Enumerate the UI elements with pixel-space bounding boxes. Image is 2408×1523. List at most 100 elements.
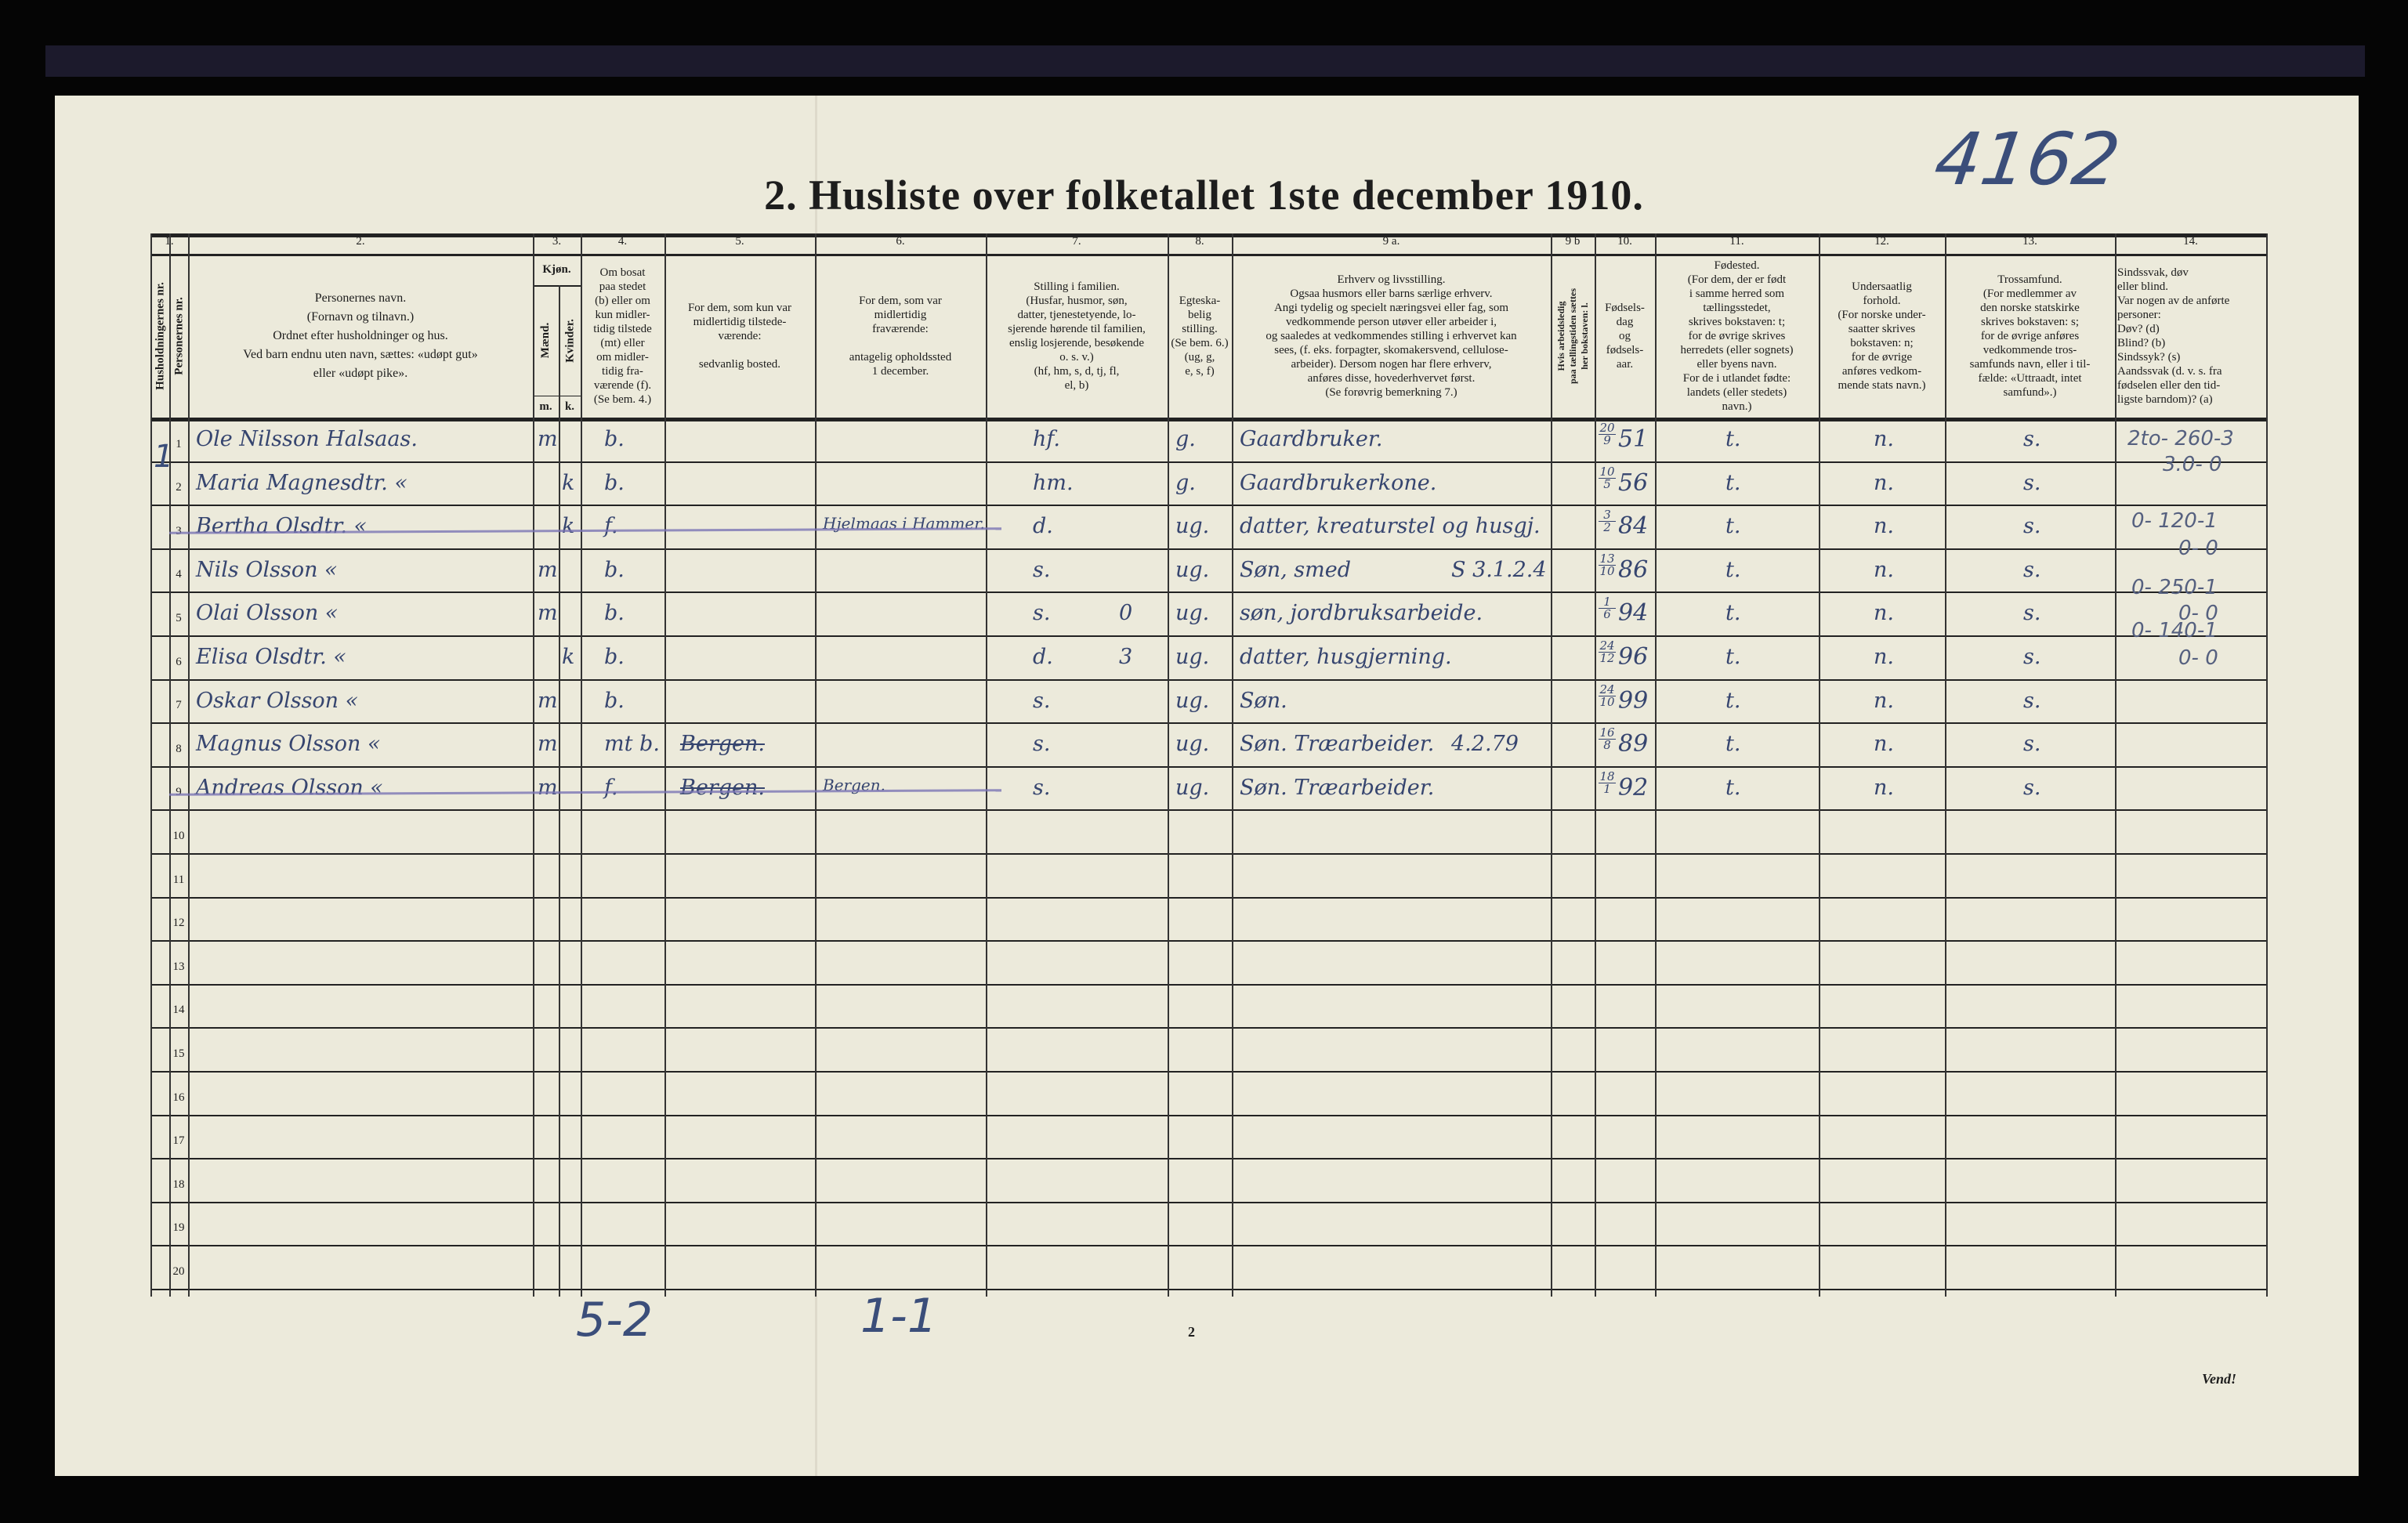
column-rule (581, 233, 582, 1297)
residence-cell: f. (604, 775, 618, 800)
birth-date-cell: 13 10 86 (1599, 552, 1648, 584)
citizenship-cell: n. (1874, 732, 1894, 757)
religion-cell: s. (2023, 775, 2041, 800)
column-rule (2115, 233, 2117, 1297)
birthplace-cell: t. (1725, 775, 1741, 800)
birthplace-cell: t. (1725, 688, 1741, 713)
birth-date-cell: 1 6 94 (1599, 596, 1648, 627)
bottom-note-1: 5-2 (576, 1293, 653, 1348)
column-rule (1551, 233, 1552, 1297)
row-number: 17 (172, 1134, 185, 1148)
birth-date-cell: 16 8 89 (1599, 727, 1648, 758)
header-person-nr: Personernes nr. (172, 296, 185, 375)
birth-year: 94 (1618, 599, 1649, 628)
name-cell: Olai Olsson « (196, 601, 339, 626)
column-number: 12. (1874, 235, 1889, 248)
row-number: 8 (176, 742, 182, 755)
religion-cell: s. (2023, 470, 2041, 495)
row-number: 5 (176, 612, 182, 624)
birth-date-cell: 10 5 56 (1599, 464, 1648, 497)
column-rule (1655, 233, 1657, 1297)
row-rule (150, 1071, 2266, 1073)
gender-m-cell: m (538, 557, 558, 582)
family-position-cell: s. (1033, 775, 1051, 800)
row-rule (150, 809, 2266, 812)
row-rule (150, 983, 2266, 986)
row-number: 19 (172, 1221, 185, 1235)
row-number: 15 (172, 1047, 185, 1060)
family-position-cell: hf. (1033, 427, 1061, 451)
religion-cell: s. (2023, 601, 2041, 626)
birth-year: 89 (1618, 730, 1649, 758)
residence-cell: b. (604, 557, 625, 582)
column-rule (1232, 233, 1233, 1297)
row-rule (150, 853, 2266, 855)
birth-year: 99 (1618, 686, 1649, 714)
header-c13: Trossamfund. (For medlemmer av den norsk… (1969, 273, 2091, 399)
column-rule (533, 233, 534, 1297)
row-number: 9 (176, 786, 182, 799)
row-rule (150, 548, 2266, 550)
family-position-cell: s. (1033, 732, 1051, 757)
column-rule (1168, 233, 1169, 1297)
marital-status-cell: g. (1175, 427, 1196, 451)
citizenship-cell: n. (1874, 427, 1894, 451)
family-position-cell: s. (1033, 688, 1051, 713)
column-number: 14. (2183, 235, 2198, 248)
row-number: 6 (176, 655, 182, 668)
marital-status-cell: ug. (1175, 645, 1210, 669)
row-rule (150, 635, 2266, 637)
col14-note: 2to- 260-3 (2127, 427, 2234, 450)
row-number: 1 (176, 437, 182, 450)
column-rule (986, 233, 987, 1297)
occupation-cell: datter, husgjerning. (1240, 645, 1452, 669)
citizenship-cell: n. (1874, 557, 1894, 582)
religion-cell: s. (2023, 688, 2041, 713)
gender-m-cell: m (538, 601, 558, 626)
column-number: 5. (735, 235, 744, 248)
family-position-cell: s. (1033, 601, 1051, 626)
row-number: 20 (172, 1265, 185, 1278)
birth-month: 6 (1603, 607, 1611, 622)
header-c5: For dem, som kun var midlertidig tilsted… (687, 301, 792, 371)
birth-year: 92 (1618, 773, 1649, 801)
religion-cell: s. (2023, 427, 2041, 451)
column-number: 10. (1617, 235, 1632, 248)
birth-day: 18 (1599, 769, 1616, 783)
occupation-code: 4.2.79 (1451, 732, 1519, 757)
row-rule (150, 765, 2266, 768)
column-number: 4. (617, 235, 628, 248)
header-c10: Fødsels- dag og fødsels- aar. (1605, 301, 1645, 371)
gender-m-cell: m (538, 688, 558, 713)
family-position-cell: d. (1033, 514, 1053, 539)
header-bottom-rule (150, 418, 2266, 421)
column-number: 11. (1729, 235, 1744, 248)
page-title: 2. Husliste over folketallet 1ste decemb… (764, 172, 1644, 219)
header-m: m. (539, 400, 552, 413)
residence-cell: b. (604, 601, 625, 626)
residence-cell: b. (604, 688, 625, 713)
column-rule (1945, 233, 1946, 1297)
row-number: 11 (172, 873, 185, 886)
household-number-mark: 1 (154, 439, 174, 475)
vend-label: Vend! (2202, 1371, 2237, 1387)
birth-day: 1 (1599, 596, 1616, 610)
row-rule (150, 940, 2266, 942)
marital-status-cell: ug. (1175, 688, 1210, 713)
birth-day: 10 (1599, 464, 1616, 479)
col14-note: 0- 120-1 (2131, 509, 2218, 533)
header-c11: Fødested. (For dem, der er født i samme … (1680, 259, 1794, 413)
birth-year: 51 (1618, 425, 1649, 453)
gender-k-cell: k (562, 645, 575, 669)
header-c14: Sindssvak, døv eller blind. Var nogen av… (2117, 266, 2230, 406)
gender-k-cell: k (562, 514, 575, 539)
birth-month: 5 (1603, 476, 1611, 491)
birthplace-cell: t. (1725, 732, 1741, 757)
occupation-code: S 3.1.2.4 (1451, 557, 1547, 582)
row-rule (150, 591, 2266, 594)
row-rule (150, 1158, 2266, 1160)
row-number: 2 (176, 481, 182, 494)
birthplace-cell: t. (1725, 601, 1741, 626)
religion-cell: s. (2023, 645, 2041, 669)
row-number: 4 (176, 568, 182, 581)
